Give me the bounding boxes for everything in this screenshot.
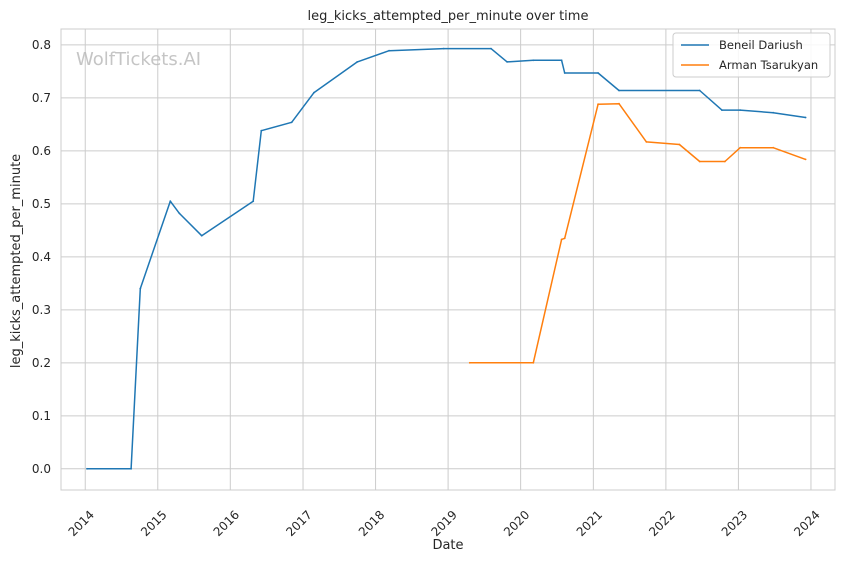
data-point (804, 116, 807, 119)
data-point (560, 238, 563, 241)
data-point (200, 234, 203, 237)
data-point (506, 61, 508, 63)
data-point (532, 361, 535, 364)
legend: Beneil Dariush Arman Tsarukyan (672, 32, 831, 78)
x-axis-label: Date (432, 538, 463, 553)
data-point (597, 103, 599, 106)
data-point (178, 212, 181, 215)
legend-box (672, 32, 831, 78)
legend-label: Beneil Dariush (719, 38, 803, 52)
y-tick-label: 0.7 (32, 91, 51, 105)
grid-lines (61, 29, 835, 490)
data-point (560, 59, 563, 62)
y-tick-label: 0.6 (32, 144, 51, 158)
data-point (772, 146, 775, 149)
y-tick-label: 0.1 (32, 409, 51, 423)
data-point (130, 467, 133, 470)
data-point (356, 61, 359, 63)
data-point (532, 59, 535, 62)
data-point (698, 89, 701, 92)
data-point (678, 143, 681, 146)
data-point (139, 287, 142, 290)
data-point (442, 47, 445, 50)
y-tick-label: 0.5 (32, 197, 51, 211)
data-point (313, 91, 315, 94)
data-point (804, 158, 807, 161)
data-point (260, 129, 263, 132)
y-tick-label: 0.3 (32, 303, 51, 317)
plot-area-frame (60, 28, 836, 491)
data-point (388, 49, 390, 52)
legend-label: Arman Tsarukyan (719, 58, 818, 72)
y-axis-label: leg_kicks_attempted_per_minute (9, 154, 24, 368)
data-point (597, 72, 599, 74)
data-point (290, 121, 293, 124)
chart-title: leg_kicks_attempted_per_minute over time (308, 9, 589, 24)
y-tick-label: 0.0 (32, 462, 51, 476)
data-point (721, 109, 723, 111)
y-tick-label: 0.4 (32, 250, 51, 264)
series-lines (86, 47, 807, 470)
data-point (618, 89, 620, 92)
data-point (169, 200, 172, 203)
data-point (468, 361, 471, 364)
data-point (645, 141, 648, 143)
data-point (739, 146, 742, 149)
data-point (724, 160, 726, 163)
data-point (563, 237, 566, 240)
data-point (490, 47, 492, 50)
data-point (698, 160, 701, 163)
watermark-text: WolfTickets.AI (76, 49, 201, 70)
y-tick-label: 0.8 (32, 38, 51, 52)
data-point (772, 111, 775, 114)
y-tick-label: 0.2 (32, 356, 51, 370)
data-point (739, 109, 742, 111)
data-point (618, 102, 620, 105)
data-point (563, 72, 566, 74)
data-point (252, 200, 255, 203)
data-point (86, 467, 88, 470)
